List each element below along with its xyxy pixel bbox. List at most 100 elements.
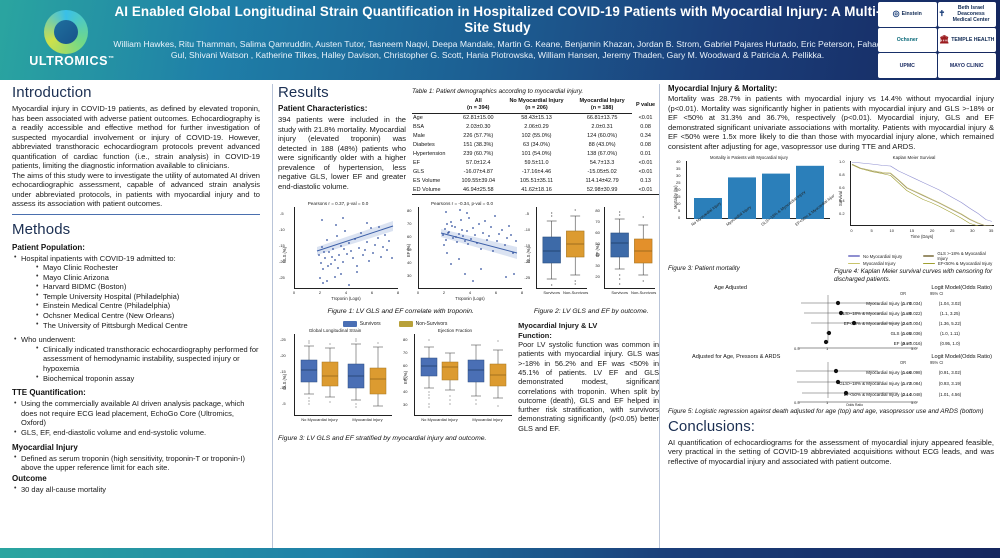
y-tick: 0.8 bbox=[839, 172, 845, 177]
cell-no-mi: 41.62±18.16 bbox=[500, 185, 573, 196]
figure-1-caption: Figure 1: LV GLS and EF correlate with t… bbox=[327, 308, 474, 316]
methods-heading: Methods bbox=[12, 220, 71, 238]
table-row: Age 62.81±15.00 58.43±15.13 66.81±13.75 … bbox=[412, 113, 659, 122]
x-tick: Survivors bbox=[543, 290, 560, 296]
x-axis-line bbox=[418, 287, 522, 289]
table-row: BSA 2.03±0.30 2.06±0.29 2.0±0.31 0.08 bbox=[412, 123, 659, 132]
col-header-pvalue: P value bbox=[635, 101, 656, 108]
figure-3b-bars-svg bbox=[694, 165, 824, 219]
conclusions-heading: Conclusions: bbox=[668, 417, 756, 435]
y-tick: -20 bbox=[524, 259, 531, 265]
figure-5-top-plot: OR 95% CI Myocardial Injury (p = 0.034) … bbox=[668, 291, 998, 353]
y-axis-label: Survival bbox=[838, 191, 843, 206]
cell-mi: -15.05±5.02 bbox=[587, 168, 617, 175]
outcome-list: 30 day all-cause mortality bbox=[12, 484, 260, 495]
y-tick: 60 bbox=[595, 230, 600, 236]
x-tick: 0 bbox=[292, 290, 296, 296]
list-item: Mayo Clinic Arizona bbox=[34, 272, 260, 283]
figure-3b-plot: 40 35 30 25 20 15 10 5 0 Mortality (%) N… bbox=[668, 159, 837, 247]
legend-item-ef-mi: EF<50% & Myocardial Injury bbox=[923, 261, 994, 266]
cell-no-mi: 59.5±11.0 bbox=[524, 159, 549, 166]
poster-header: ULTROMICS™ AI Enabled Global Longitudina… bbox=[0, 0, 1000, 80]
legend-swatch bbox=[923, 255, 935, 257]
forest-row-label: GLS (p = 0.036) bbox=[890, 331, 922, 337]
x-tick: 35 bbox=[988, 228, 994, 233]
temple-health-logo: 🏛 TEMPLE HEALTH bbox=[937, 27, 996, 53]
figure-1-left-panel: Pearsons r = 0.37, p-val = 0.0 bbox=[278, 201, 399, 301]
legend-swatch bbox=[398, 321, 413, 328]
left-column: Introduction Myocardial injury in COVID-… bbox=[4, 84, 268, 556]
y-tick: 30 bbox=[595, 263, 600, 269]
x-axis-label: Troponin (Logs) bbox=[455, 296, 485, 302]
myocardial-injury-list: Defined as serum troponin (high sensitiv… bbox=[12, 453, 260, 473]
legend-swatch bbox=[848, 262, 860, 265]
x-tick: 5 bbox=[870, 228, 873, 233]
right-column: Myocardial Injury & Mortality: Mortality… bbox=[664, 84, 998, 556]
cell-all: 226 (57.7%) bbox=[463, 132, 494, 139]
y-axis-label: EF (%) bbox=[406, 244, 411, 258]
y-axis-label: EF (%) bbox=[403, 371, 408, 385]
mi-lv-title-line1: Myocardial Injury & LV bbox=[518, 321, 598, 331]
x-tick: 2 bbox=[442, 290, 446, 296]
cell-all: 57.0±12.4 bbox=[466, 159, 491, 166]
patient-demographics-table: All No Myocardial Injury Myocardial Inju… bbox=[412, 98, 659, 196]
cell-all: 62.81±15.00 bbox=[463, 114, 494, 121]
y-tick: -20 bbox=[279, 259, 285, 265]
forest-row-label: EF (p = 0.016) bbox=[893, 341, 922, 347]
sub-header-blank bbox=[412, 105, 456, 114]
y-tick: 40 bbox=[403, 389, 408, 395]
forest-or: 1.89 bbox=[902, 311, 912, 317]
y-tick: 5 bbox=[678, 208, 681, 213]
list-item: Temple University Hospital (Philadelphia… bbox=[34, 291, 260, 302]
y-axis-label: GLS (%) bbox=[282, 374, 287, 391]
x-tick: 2 bbox=[318, 290, 322, 296]
cell-p: 0.01 bbox=[640, 150, 651, 157]
x-axis-line bbox=[414, 414, 512, 416]
x-tick: 0 bbox=[850, 228, 853, 233]
header-center: AI Enabled Global Longitudinal Strain Qu… bbox=[110, 4, 885, 62]
figure-3b: Mortality in Patients with Myocardial In… bbox=[668, 155, 837, 283]
x-tick: 0.5 bbox=[794, 400, 800, 406]
y-tick: 60 bbox=[407, 234, 412, 240]
upmc-logo-label: UPMC bbox=[899, 62, 915, 69]
tte-quantification-title: TTE Quantification: bbox=[12, 388, 86, 398]
cell-mi: 138 (67.0%) bbox=[587, 150, 618, 157]
figure-3-legend: Survivors Non-Survivors bbox=[278, 321, 512, 328]
forest-or: 1.72 bbox=[902, 381, 912, 387]
section-divider bbox=[12, 213, 260, 215]
ultromics-brand-text: ULTROMICS bbox=[29, 54, 109, 68]
figure-5-top-svg bbox=[798, 295, 918, 349]
underwent-list: Clinically indicated transthoracic echoc… bbox=[34, 344, 260, 384]
cell-p: 0.08 bbox=[640, 123, 651, 130]
figure-5-top-model-title: Logit Model(Odds Ratio) bbox=[931, 285, 992, 292]
site-list: Mayo Clinic Rochester Mayo Clinic Arizon… bbox=[34, 263, 260, 330]
x-tick: Myocardial Injury bbox=[352, 417, 383, 423]
table1-caption: Table 1: Patient demographics according … bbox=[412, 88, 584, 95]
cell-no-mi: 102 (55.0%) bbox=[521, 132, 552, 139]
forest-ci: (1.36, 5.22) bbox=[938, 321, 962, 327]
results-top-row: Results Patient Characteristics: 394 pat… bbox=[278, 84, 659, 196]
list-item: Ochsner Medical Centre (New Orleans) bbox=[34, 311, 260, 321]
legend-item-survivors: Survivors bbox=[342, 321, 381, 328]
col-header-mi: Myocardial Injury bbox=[579, 98, 625, 104]
legend-item-no-mi: No Myocardial Injury bbox=[848, 251, 919, 261]
y-tick: 10 bbox=[676, 201, 681, 206]
list-item: The University of Pittsburgh Medical Cen… bbox=[34, 320, 260, 331]
list-item: Biochemical troponin assay bbox=[34, 373, 260, 384]
legend-label: Non-Survivors bbox=[415, 321, 448, 328]
x-tick: 1 bbox=[826, 400, 829, 406]
y-tick: 40 bbox=[676, 159, 681, 164]
y-tick: 30 bbox=[676, 173, 681, 178]
author-list: William Hawkes, Ritu Thamman, Salima Qam… bbox=[113, 39, 882, 61]
sub-header-all-n: (n = 394) bbox=[455, 105, 501, 114]
y-tick: 20 bbox=[595, 274, 600, 280]
bidmc-logo: ✝ Beth Israel Deaconess Medical Center bbox=[937, 2, 996, 27]
mayo-clinic-logo: MAYO CLINIC bbox=[937, 53, 996, 78]
y-tick: 30 bbox=[407, 273, 412, 279]
y-axis-line bbox=[294, 334, 295, 416]
mi-mortality-title: Myocardial Injury & Mortality: bbox=[668, 84, 778, 93]
y-tick: 60 bbox=[403, 363, 408, 369]
figure-3-caption: Figure 3: LV GLS and EF stratified by my… bbox=[278, 435, 487, 443]
list-item: Mayo Clinic Rochester bbox=[34, 263, 260, 273]
